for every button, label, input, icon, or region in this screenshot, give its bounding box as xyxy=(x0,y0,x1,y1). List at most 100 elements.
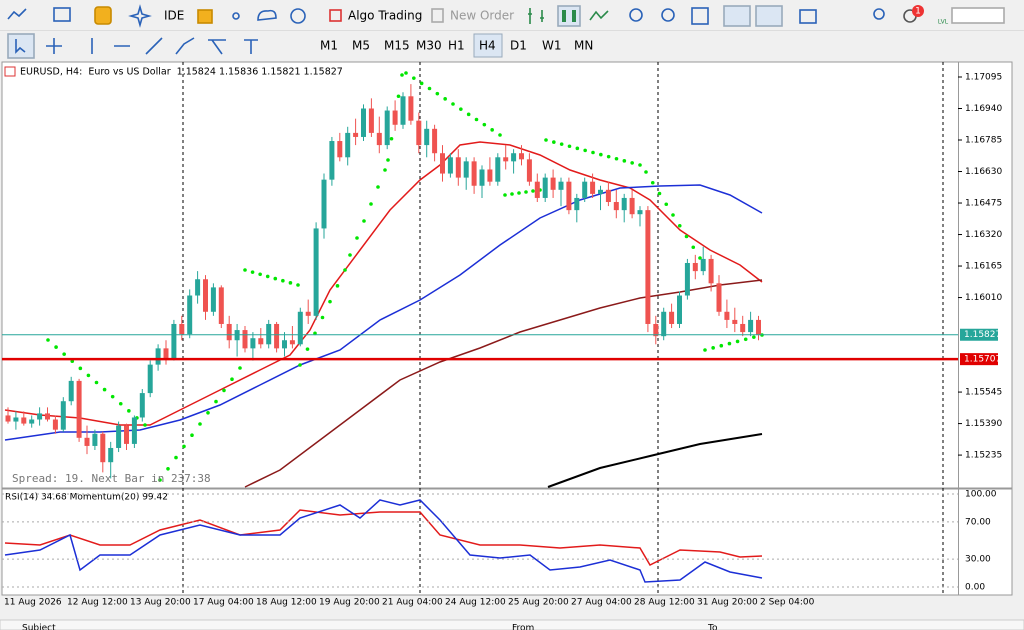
lock-icon[interactable] xyxy=(197,9,213,24)
candle-body xyxy=(376,132,382,146)
sar-dot xyxy=(198,422,202,426)
candle-body xyxy=(337,141,343,158)
sar-dot xyxy=(684,234,689,239)
candle-btn[interactable] xyxy=(557,5,581,27)
y-tick-label: 1.16165 xyxy=(965,262,1002,272)
sar-dot xyxy=(490,128,494,132)
algo-trading-button[interactable]: Algo Trading xyxy=(348,9,422,23)
candle-body xyxy=(669,311,675,324)
chart-icon[interactable] xyxy=(7,8,27,20)
sar-dot xyxy=(622,159,627,163)
candle-body xyxy=(463,161,469,178)
sar-dot xyxy=(650,180,655,185)
timeframe-button[interactable]: H1 xyxy=(448,39,465,53)
timeframe-button[interactable]: D1 xyxy=(510,39,527,53)
timeframe-button[interactable]: MN xyxy=(574,39,593,53)
screenshot-icon[interactable] xyxy=(799,9,817,24)
sar-dot xyxy=(400,73,404,77)
candle-body xyxy=(724,311,730,320)
candle-body xyxy=(250,338,256,349)
bars-icon[interactable] xyxy=(528,8,544,24)
moving-averages xyxy=(4,141,763,488)
timeframe-button[interactable]: M5 xyxy=(352,39,370,53)
sar-dot xyxy=(719,343,724,348)
indicator-tick-label: 0.00 xyxy=(965,583,985,593)
cursor-icon[interactable] xyxy=(15,39,26,54)
sar-dot xyxy=(243,268,247,272)
timeframe-button[interactable]: M15 xyxy=(384,39,410,53)
market-icon[interactable] xyxy=(94,6,112,25)
candle-body xyxy=(471,161,477,186)
templates-icon[interactable] xyxy=(53,7,71,22)
draw-tools-2[interactable] xyxy=(208,39,258,55)
candle-body xyxy=(479,169,485,186)
sar-dot xyxy=(166,467,170,471)
sar-dot xyxy=(250,270,255,274)
sar-dot xyxy=(567,144,572,149)
candle-body xyxy=(297,311,303,345)
sar-dot xyxy=(389,136,394,141)
sar-dot xyxy=(343,268,347,272)
candle-body xyxy=(147,364,153,394)
timeframe-button[interactable]: W1 xyxy=(542,39,562,53)
sar-dot xyxy=(735,339,740,344)
candle-body xyxy=(345,132,351,158)
symbol-icon xyxy=(4,66,16,77)
candle-body xyxy=(21,417,27,424)
sar-dot xyxy=(727,341,732,346)
candle-body xyxy=(258,338,264,345)
ide-button[interactable]: IDE xyxy=(164,9,184,23)
search-icon[interactable] xyxy=(873,8,885,20)
cursor-btn[interactable] xyxy=(7,33,35,59)
candle-body xyxy=(455,157,461,178)
candle-body xyxy=(155,348,161,365)
candle-body xyxy=(313,228,319,316)
sar-dot xyxy=(143,423,147,427)
candle-body xyxy=(179,323,185,335)
tile-icon[interactable] xyxy=(691,7,709,25)
crosshair-icon[interactable] xyxy=(46,38,62,54)
line-icon[interactable] xyxy=(589,10,609,21)
signal-icon[interactable] xyxy=(232,12,240,20)
autoscroll-btn[interactable] xyxy=(723,5,751,27)
timeframe-button[interactable]: H4 xyxy=(479,39,496,53)
sar-dot xyxy=(102,387,107,392)
new-order-button[interactable]: New Order xyxy=(450,9,514,23)
candle-body xyxy=(495,157,501,182)
y-tick-label: 1.15235 xyxy=(965,451,1002,461)
zoom-in[interactable] xyxy=(629,8,643,22)
indicator-tick-label: 100.00 xyxy=(965,490,997,500)
candle-body xyxy=(716,283,722,312)
vps-icon[interactable] xyxy=(290,8,306,24)
spread-info: Spread: 19. Next Bar in 237:38 xyxy=(12,472,211,485)
candle-body xyxy=(400,96,406,125)
timeframe-button[interactable]: M30 xyxy=(416,39,442,53)
draw-tools[interactable] xyxy=(91,37,195,55)
sar-dot xyxy=(182,444,186,449)
order-icon[interactable] xyxy=(431,8,444,23)
sar-dot xyxy=(671,213,675,217)
timeframe-button[interactable]: M1 xyxy=(320,39,338,53)
x-tick-label: 13 Aug 20:00 xyxy=(130,598,191,608)
candle-body xyxy=(416,120,422,146)
sar-dot xyxy=(206,411,210,415)
candle-body xyxy=(131,417,137,444)
shift-btn[interactable] xyxy=(755,5,783,27)
candle-body xyxy=(321,179,327,229)
cloud-icon[interactable] xyxy=(257,9,277,21)
sar-dot xyxy=(214,399,218,404)
sar-dot xyxy=(657,191,662,196)
zoom-out[interactable] xyxy=(661,8,675,22)
candle-body xyxy=(289,340,295,345)
candle-icon[interactable] xyxy=(562,10,576,22)
algo-icon[interactable] xyxy=(329,9,342,22)
search-box[interactable] xyxy=(951,7,1005,24)
x-tick-label: 24 Aug 12:00 xyxy=(445,598,506,608)
sar-dot xyxy=(703,348,707,352)
sar-dot xyxy=(474,117,479,122)
ai-icon[interactable] xyxy=(128,4,152,28)
candle-body xyxy=(637,210,643,215)
candle-body xyxy=(116,425,122,448)
current-price-badge xyxy=(960,328,998,341)
